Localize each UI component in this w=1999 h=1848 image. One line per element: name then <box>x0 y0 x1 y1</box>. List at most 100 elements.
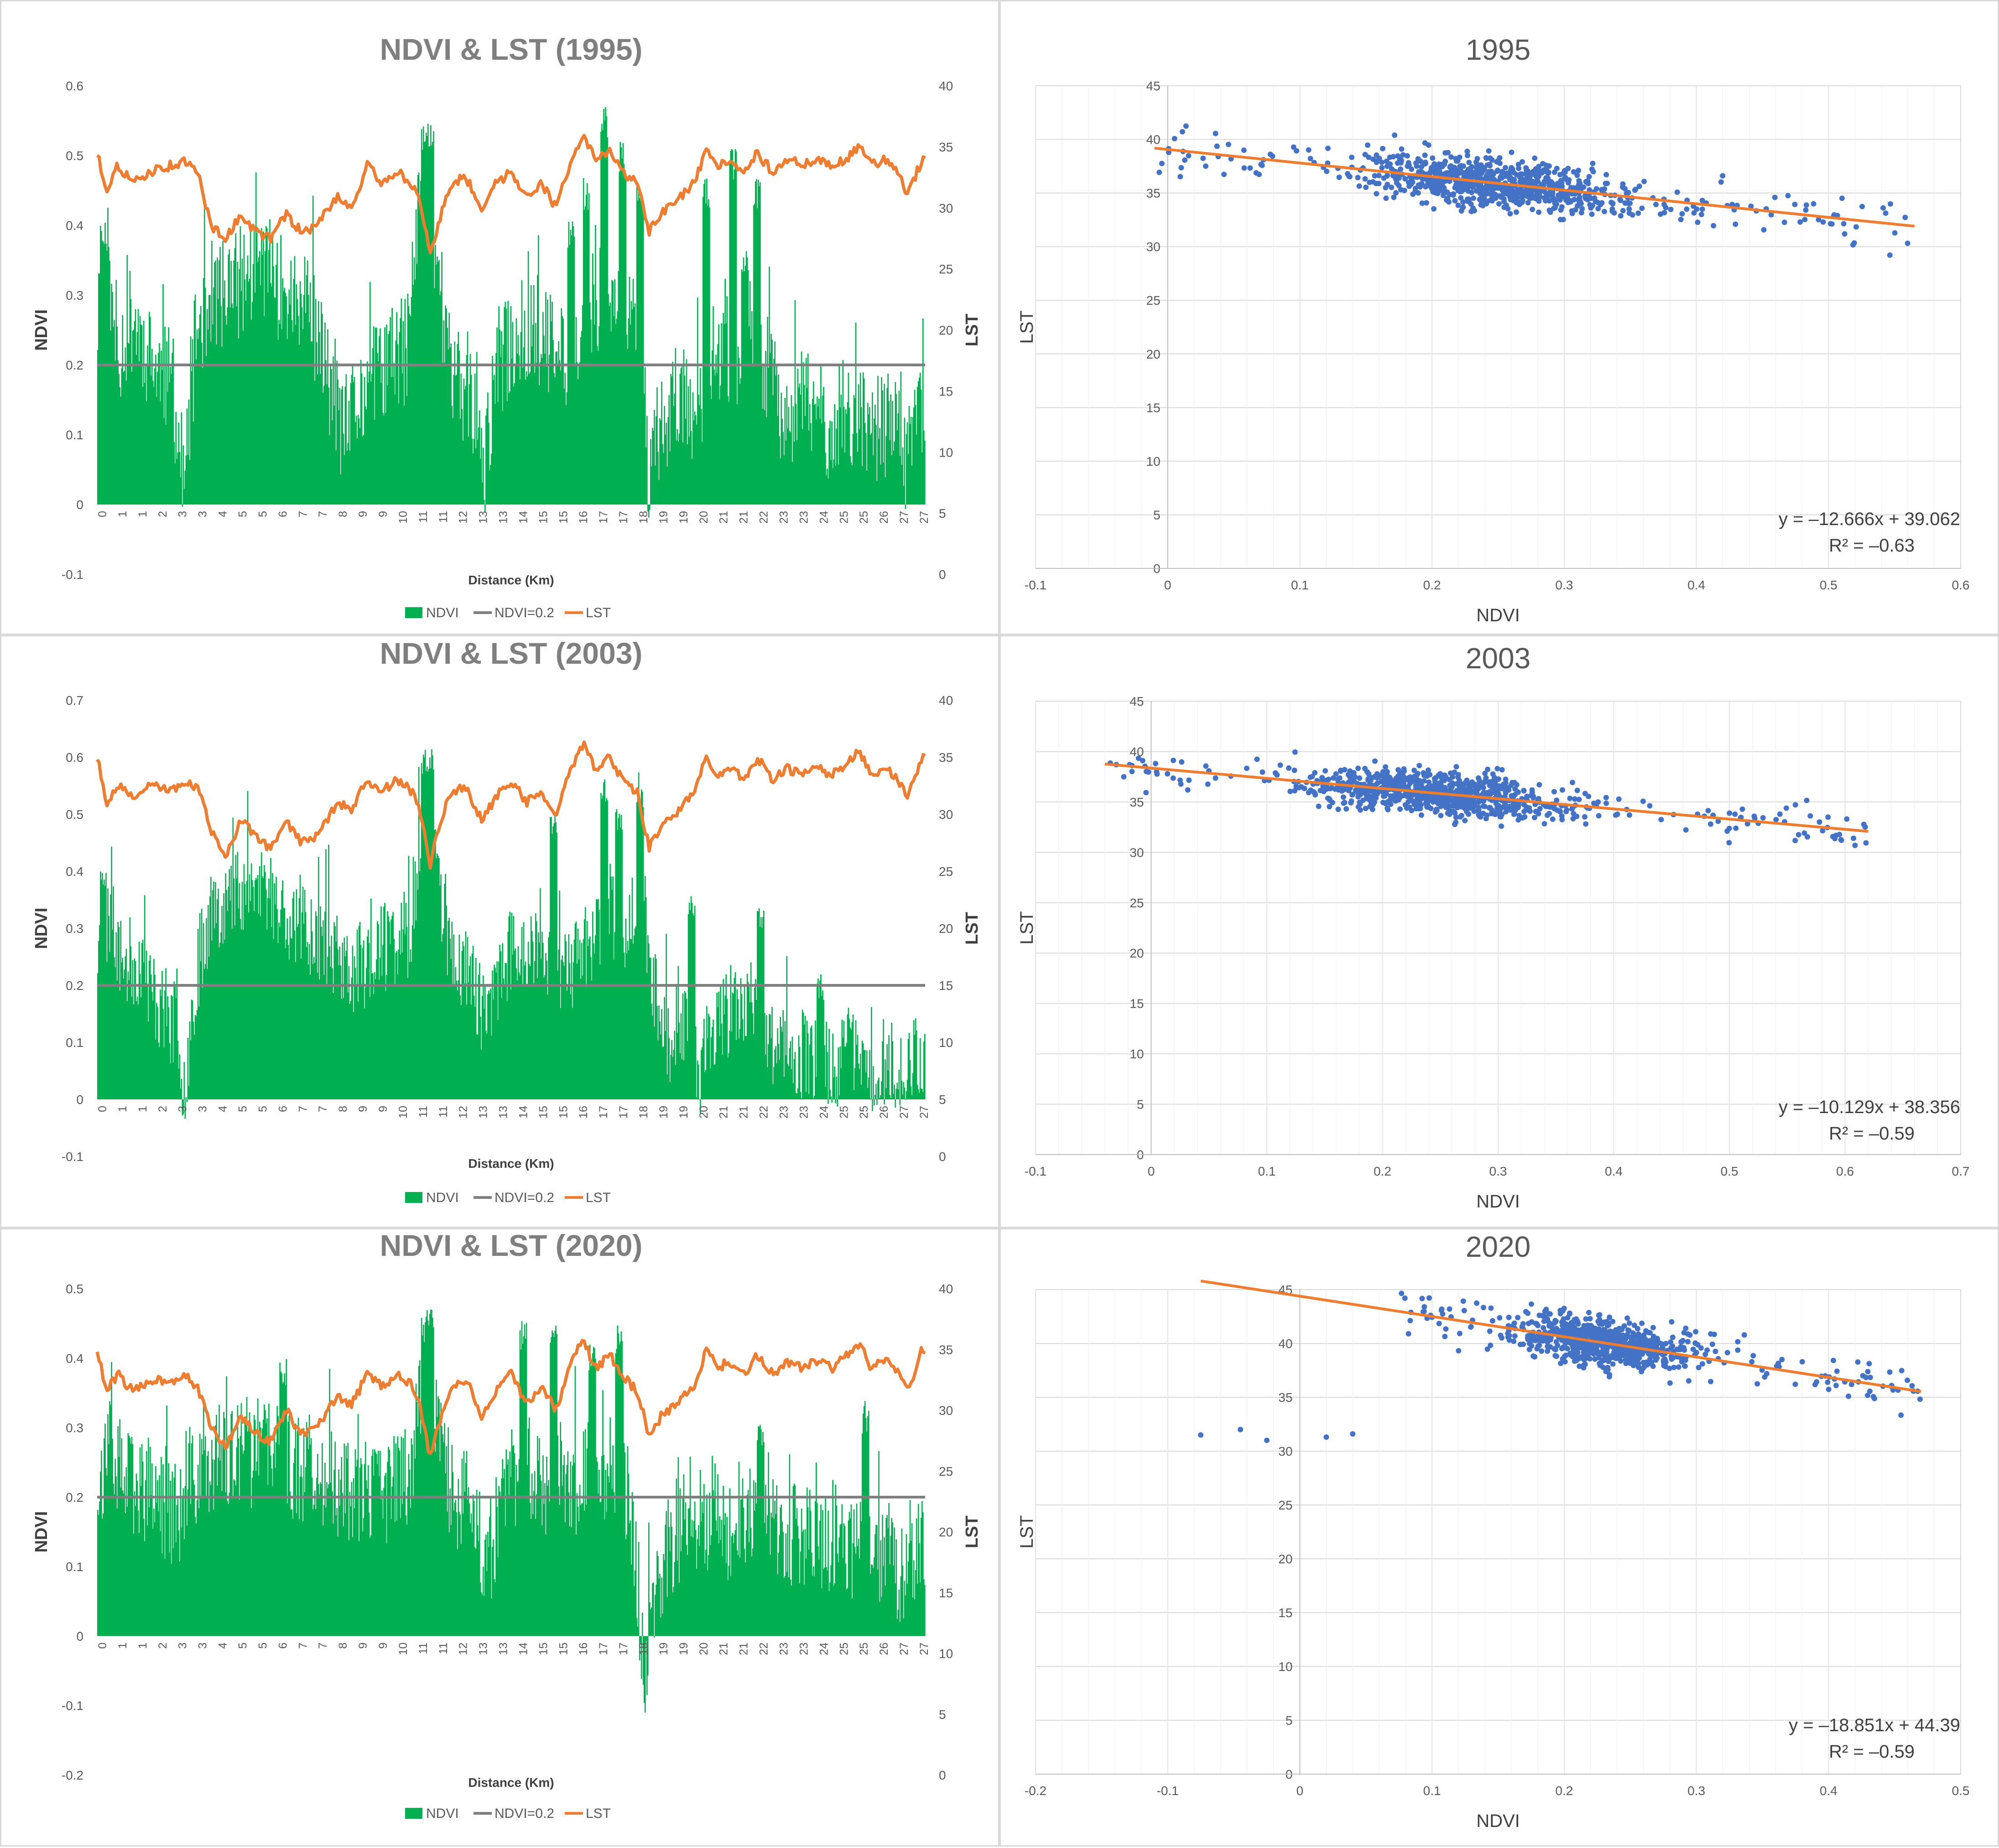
y-tick-label: 0.5 <box>66 149 83 163</box>
scatter-point <box>1797 219 1803 225</box>
scatter-point <box>1853 224 1859 229</box>
scatter-point <box>1675 189 1680 195</box>
y2-tick-label: 0 <box>939 567 946 582</box>
scatter-point <box>1803 208 1808 213</box>
scatter-point <box>1392 132 1397 138</box>
x-tick-label: 11 <box>437 1106 450 1118</box>
scatter-point <box>1203 763 1208 769</box>
x-tick-label: 10 <box>397 1106 410 1119</box>
trend-equation: y = –12.666x + 39.062 <box>1779 509 1960 529</box>
x-tick-label: 19 <box>677 1642 690 1655</box>
scatter-point <box>1379 160 1385 165</box>
y-tick-label: 0.4 <box>66 1351 83 1365</box>
x-tick-label: 16 <box>577 1106 590 1119</box>
x-tick-label: 0.1 <box>1423 1784 1441 1798</box>
scatter-point <box>1499 169 1504 175</box>
y-tick-label: -0.1 <box>62 1699 83 1713</box>
scatter-point <box>1423 184 1428 189</box>
scatter-point <box>1542 189 1547 195</box>
scatter-point <box>1521 802 1527 807</box>
scatter-point <box>1499 195 1504 200</box>
y-tick-label: 40 <box>1278 1337 1292 1351</box>
scatter-point <box>1472 208 1477 213</box>
scatter-point <box>1144 769 1149 774</box>
scatter-point <box>1431 206 1437 212</box>
scatter-point <box>1820 219 1826 225</box>
y-tick-label: -0.2 <box>62 1768 83 1782</box>
ndvi-bar <box>807 1033 809 1099</box>
ndvi-bar <box>899 1070 900 1099</box>
x-tick-label: 0.5 <box>1820 578 1838 592</box>
scatter-point <box>1576 178 1582 183</box>
x-tick-label: 17 <box>617 1642 630 1655</box>
scatter-point <box>1829 221 1835 227</box>
scatter-point <box>1851 836 1856 841</box>
x-tick-label: 2 <box>156 1642 169 1649</box>
y2-tick-label: 5 <box>939 506 946 521</box>
scatter-point <box>1700 207 1705 212</box>
x-tick-label: 26 <box>878 511 890 524</box>
scatter-point <box>1444 803 1449 808</box>
x-tick-label: 0.2 <box>1423 578 1441 592</box>
scatter-point <box>1804 798 1810 803</box>
scatter-point <box>1559 204 1565 210</box>
scatter-point <box>1414 804 1420 809</box>
scatter-point <box>1785 193 1791 198</box>
scatter-point <box>1422 152 1428 158</box>
scatter-point <box>1453 815 1459 820</box>
y-tick-label: 10 <box>1278 1660 1292 1674</box>
y-tick-label: 0.4 <box>66 219 83 233</box>
y2-tick-label: 10 <box>939 445 953 459</box>
x-tick-label: 6 <box>276 1642 289 1649</box>
y2-tick-label: 35 <box>939 140 953 154</box>
y-axis-title: LST <box>1017 911 1037 944</box>
scatter-point <box>1683 827 1689 833</box>
x-tick-label: 19 <box>677 1106 690 1119</box>
y2-tick-label: 5 <box>939 1707 946 1722</box>
ndvi-bar <box>827 1052 828 1099</box>
x-tick-label: -0.1 <box>1025 1164 1046 1178</box>
scatter-point <box>1406 799 1411 805</box>
scatter-point <box>1380 146 1385 151</box>
y-tick-label: 0.1 <box>66 1036 83 1050</box>
x-tick-label: 0 <box>1164 578 1171 592</box>
scatter-point <box>1143 790 1149 796</box>
scatter-point <box>1454 168 1459 173</box>
scatter-point <box>1286 765 1291 771</box>
x-tick-label: 5 <box>236 1106 249 1112</box>
scatter-point <box>1205 781 1211 787</box>
ndvi-bar <box>186 1097 187 1099</box>
x-tick-label: 8 <box>337 511 349 517</box>
scatter-point <box>1699 212 1704 217</box>
scatter-point <box>1517 179 1523 184</box>
scatter-point <box>1484 191 1490 197</box>
scatter-point <box>1366 155 1371 160</box>
ndvi-bar <box>828 1099 829 1104</box>
ndvi-bar <box>874 1099 875 1105</box>
scatter-point <box>1708 822 1713 827</box>
scatter-point <box>1396 183 1402 188</box>
x-tick-label: 0.4 <box>1605 1164 1623 1178</box>
scatter-point <box>1640 799 1646 804</box>
scatter-point <box>1540 161 1546 167</box>
scatter-point <box>1579 210 1584 215</box>
scatter-point <box>1460 204 1466 210</box>
ndvi-bar <box>834 1067 835 1099</box>
legend-threshold-label: NDVI=0.2 <box>495 1190 554 1205</box>
x-tick-label: 12 <box>457 1106 470 1119</box>
x-tick-label: 7 <box>317 1642 329 1649</box>
scatter-point <box>1477 813 1482 819</box>
scatter-point <box>1399 146 1404 152</box>
x-tick-label: 24 <box>817 511 830 524</box>
x-axis-title: NDVI <box>1476 1811 1520 1831</box>
scatter-point <box>1383 196 1389 201</box>
scatter-point <box>1830 834 1836 839</box>
scatter-point <box>1393 798 1399 804</box>
scatter-point <box>1658 212 1663 217</box>
y-tick-label: 45 <box>1146 79 1161 93</box>
scatter-point <box>1337 776 1343 781</box>
legend-ndvi-label: NDVI <box>426 605 459 620</box>
